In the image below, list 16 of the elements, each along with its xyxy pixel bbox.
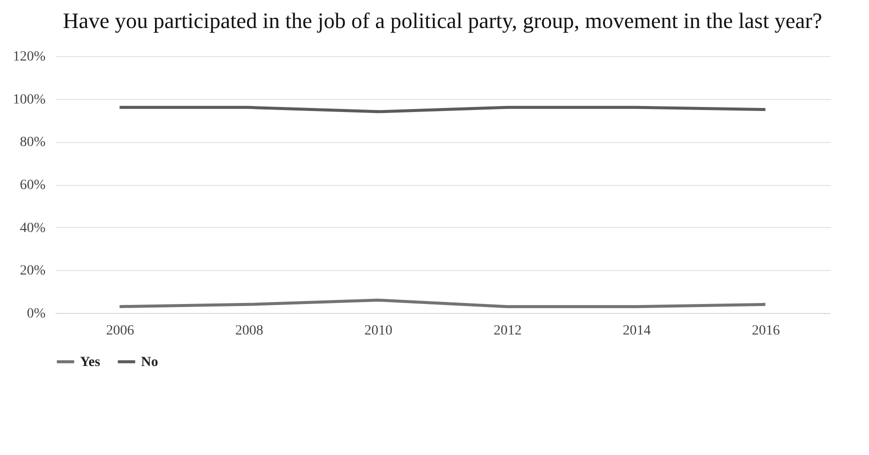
chart-title: Have you participated in the job of a political party, group, movement in the last year? <box>62 8 822 33</box>
x-tick-label: 2014 <box>622 324 651 338</box>
y-tick-label: 120% <box>12 50 46 64</box>
x-tick-label: 2016 <box>752 324 780 338</box>
y-tick-label: 100% <box>12 92 46 108</box>
y-tick-label: 20% <box>20 264 46 279</box>
x-tick-label: 2008 <box>235 324 264 338</box>
x-tick-label: 2012 <box>494 324 522 338</box>
x-tick-label: 2010 <box>364 324 392 338</box>
legend-label: Yes <box>80 354 101 370</box>
legend-label: No <box>141 354 158 370</box>
y-tick-label: 80% <box>20 135 46 150</box>
y-tick-label: 40% <box>20 220 46 236</box>
x-tick-label: 2006 <box>106 324 134 338</box>
y-tick-label: 0% <box>26 306 46 322</box>
y-tick-label: 60% <box>20 178 46 193</box>
